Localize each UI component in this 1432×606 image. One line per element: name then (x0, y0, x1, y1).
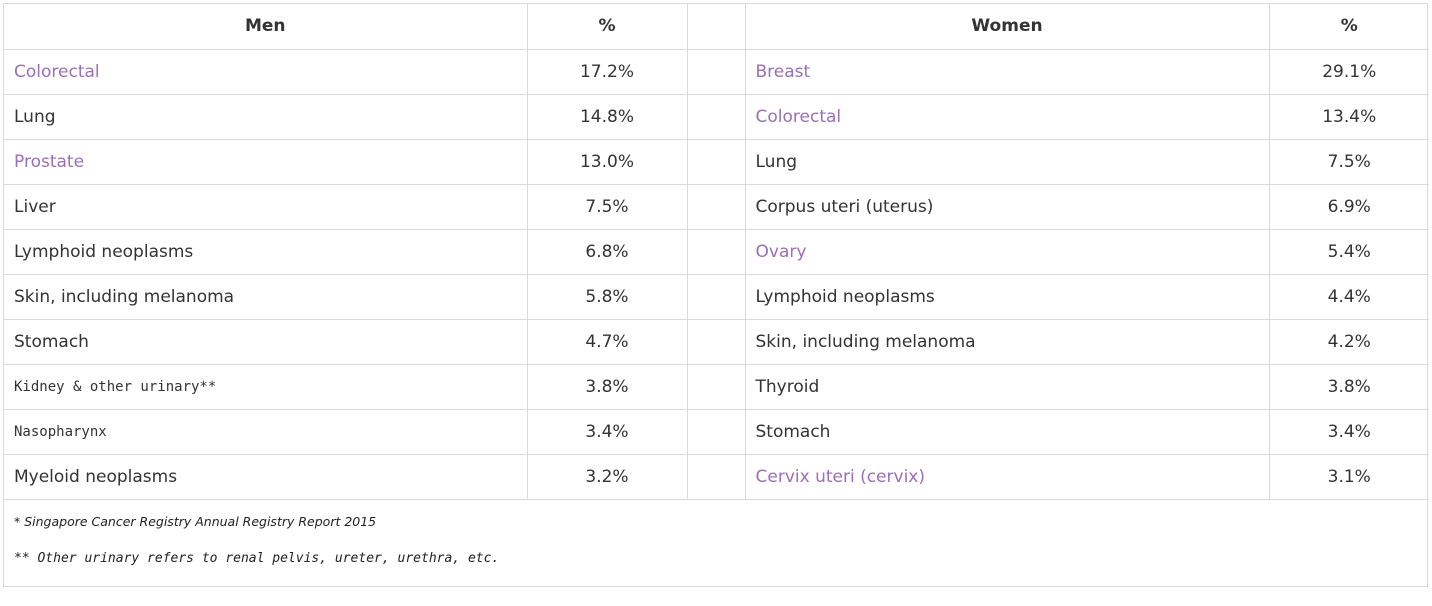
source-footnote: * Singapore Cancer Registry Annual Regis… (14, 513, 377, 529)
spacer-cell (686, 273, 746, 320)
men-percent: 17.2% (526, 48, 688, 95)
spacer-cell (686, 48, 746, 95)
men-percent: 4.7% (526, 318, 688, 365)
spacer-cell (686, 183, 746, 230)
women-cancer-name: Lung (744, 138, 1270, 185)
spacer-cell (686, 318, 746, 365)
women-cancer-name: Skin, including melanoma (744, 318, 1270, 365)
men-header: Men (4, 4, 528, 50)
women-percent: 4.2% (1268, 318, 1429, 365)
women-cancer-link[interactable]: Cervix uteri (cervix) (755, 466, 926, 487)
women-percent: 3.8% (1268, 363, 1429, 410)
women-percent: 5.4% (1268, 228, 1429, 275)
table-row: Skin, including melanoma 5.8% Lymphoid n… (4, 273, 1429, 320)
women-cancer-name: Corpus uteri (uterus) (744, 183, 1270, 230)
men-percent: 5.8% (526, 273, 688, 320)
women-cancer-name: Stomach (744, 408, 1270, 455)
men-cancer-name: Nasopharynx (4, 408, 528, 455)
table-row: Nasopharynx 3.4% Stomach 3.4% (4, 408, 1429, 455)
men-percent-header: % (526, 4, 688, 50)
women-percent: 3.4% (1268, 408, 1429, 455)
women-percent: 13.4% (1268, 93, 1429, 140)
women-percent-header: % (1268, 4, 1429, 50)
women-percent: 29.1% (1268, 48, 1429, 95)
women-percent: 6.9% (1268, 183, 1429, 230)
urinary-footnote: ** Other urinary refers to renal pelvis,… (14, 550, 500, 566)
footnotes: * Singapore Cancer Registry Annual Regis… (4, 500, 1427, 586)
spacer-cell (686, 228, 746, 275)
men-percent: 13.0% (526, 138, 688, 185)
women-cancer-link[interactable]: Ovary (755, 241, 807, 262)
spacer-cell (686, 138, 746, 185)
table-row: Kidney & other urinary** 3.8% Thyroid 3.… (4, 363, 1429, 410)
men-cancer-name: Skin, including melanoma (4, 273, 528, 320)
header-row: Men % Women % (4, 4, 1429, 50)
men-cancer-name: Kidney & other urinary** (4, 363, 528, 410)
men-cancer-name: Stomach (4, 318, 528, 365)
cancer-table-container: Men % Women % Colorectal 17.2% Breast 29… (3, 3, 1429, 587)
men-percent: 3.4% (526, 408, 688, 455)
men-percent: 3.2% (526, 453, 688, 500)
table-row: Colorectal 17.2% Breast 29.1% (4, 48, 1429, 95)
spacer-cell (686, 363, 746, 410)
women-cancer-link[interactable]: Breast (755, 61, 811, 82)
men-cancer-name: Lymphoid neoplasms (4, 228, 528, 275)
women-cancer-name: Thyroid (744, 363, 1270, 410)
women-header: Women (744, 4, 1270, 50)
table-row: Lung 14.8% Colorectal 13.4% (4, 93, 1429, 140)
table-row: Myeloid neoplasms 3.2% Cervix uteri (cer… (4, 453, 1429, 500)
men-cancer-link[interactable]: Prostate (14, 151, 85, 172)
men-percent: 14.8% (526, 93, 688, 140)
table-row: Prostate 13.0% Lung 7.5% (4, 138, 1429, 185)
table-row: Liver 7.5% Corpus uteri (uterus) 6.9% (4, 183, 1429, 230)
spacer-cell (686, 408, 746, 455)
men-cancer-name: Liver (4, 183, 528, 230)
women-percent: 3.1% (1268, 453, 1429, 500)
men-percent: 3.8% (526, 363, 688, 410)
spacer-cell (686, 453, 746, 500)
table-row: Lymphoid neoplasms 6.8% Ovary 5.4% (4, 228, 1429, 275)
women-cancer-name: Lymphoid neoplasms (744, 273, 1270, 320)
table-row: Stomach 4.7% Skin, including melanoma 4.… (4, 318, 1429, 365)
men-cancer-name: Lung (4, 93, 528, 140)
women-percent: 7.5% (1268, 138, 1429, 185)
women-percent: 4.4% (1268, 273, 1429, 320)
women-cancer-link[interactable]: Colorectal (755, 106, 842, 127)
men-cancer-name: Myeloid neoplasms (4, 453, 528, 500)
spacer-cell (686, 4, 746, 50)
spacer-cell (686, 93, 746, 140)
men-percent: 7.5% (526, 183, 688, 230)
men-cancer-link[interactable]: Colorectal (14, 61, 100, 82)
men-percent: 6.8% (526, 228, 688, 275)
cancer-incidence-table: Men % Women % Colorectal 17.2% Breast 29… (4, 4, 1429, 500)
